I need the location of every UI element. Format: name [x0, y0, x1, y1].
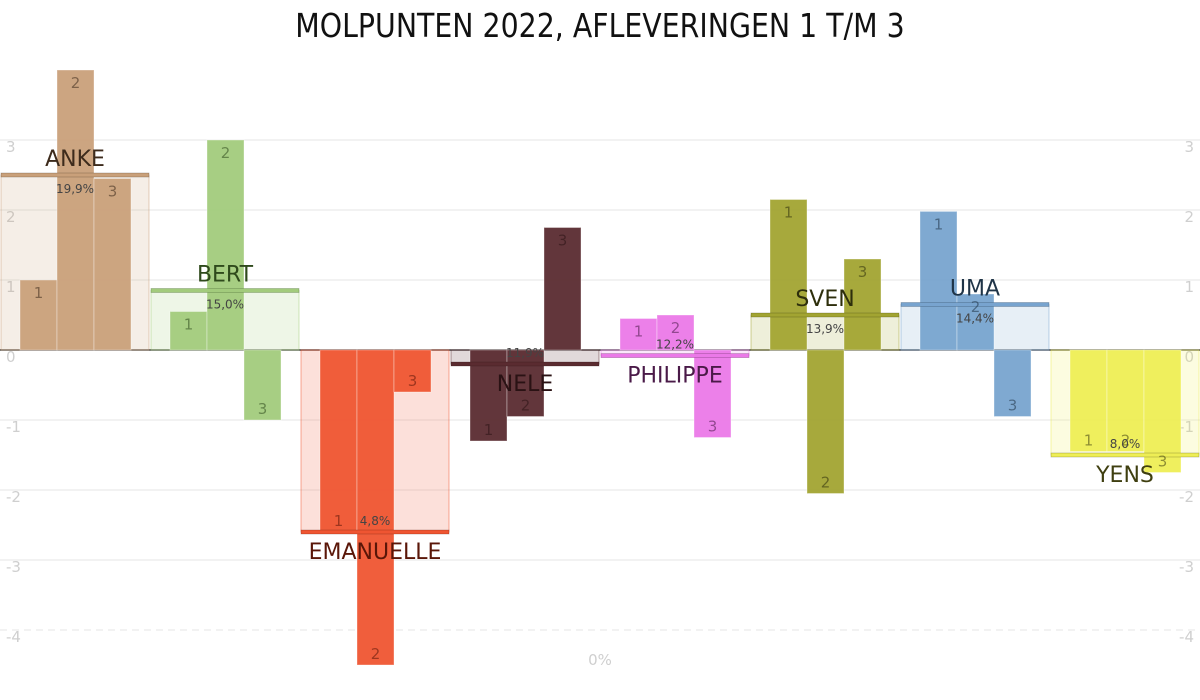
bar-emanuelle-ep1 [319, 349, 358, 533]
bar-emanuelle-ep2 [356, 349, 395, 666]
y-tick-label-right: -1 [1179, 418, 1194, 436]
y-tick-label-right: -4 [1179, 628, 1194, 646]
grid-layer: 3 32 21 10 0-1 -1-2 -2-3 -3-4 -4 [0, 138, 1200, 646]
average-line [600, 353, 750, 358]
bar-label: 2 [971, 298, 981, 316]
bar-philippe-ep1 [619, 318, 658, 351]
bar-label: 3 [1008, 397, 1018, 415]
bar-bert-ep2 [206, 139, 245, 351]
bar-yens-ep2 [1106, 349, 1145, 452]
bar-yens-ep3 [1143, 349, 1182, 473]
bar-label: 1 [34, 284, 44, 302]
bar-sven-ep2 [806, 349, 845, 494]
contestant-name: ANKE [45, 147, 105, 172]
bar-sven-ep1 [769, 199, 808, 351]
y-tick-label-right: 1 [1184, 278, 1194, 296]
bar-label: 2 [821, 474, 831, 492]
bar-label: 2 [221, 144, 231, 162]
contestant-name: NELE [497, 372, 554, 397]
bar-label: 1 [634, 323, 644, 341]
y-tick-label-left: 0 [6, 348, 16, 366]
bar-label: 3 [258, 400, 268, 418]
percentage-label: 19,9% [56, 182, 94, 196]
y-tick-label-right: 3 [1184, 138, 1194, 156]
y-tick-label-left: 2 [6, 208, 16, 226]
contestant-name: UMA [950, 277, 1000, 302]
contestant-name: PHILIPPE [627, 364, 722, 389]
bar-anke-ep1 [19, 279, 58, 351]
average-line [150, 288, 300, 293]
bar-label: 3 [1158, 453, 1168, 471]
bars-layer [0, 69, 1200, 666]
bar-label: 2 [521, 397, 531, 415]
bar-philippe-ep3 [693, 349, 732, 438]
average-line [300, 529, 450, 535]
contestant-name: SVEN [795, 287, 854, 312]
bar-uma-ep1 [919, 210, 958, 351]
bar-label: 2 [671, 319, 681, 337]
chart-title: MOLPUNTEN 2022, AFLEVERINGEN 1 T/M 3 [295, 6, 905, 45]
bar-label: 1 [934, 215, 944, 233]
percentage-label: 13,9% [806, 322, 844, 336]
bar-label: 1 [334, 512, 344, 530]
contestant-name: BERT [197, 263, 254, 288]
y-tick-label-left: 3 [6, 138, 16, 156]
bar-label: 3 [108, 183, 118, 201]
bar-label: 1 [484, 421, 494, 439]
y-tick-label-left: -4 [6, 628, 21, 646]
percentage-label: 8,0% [1110, 437, 1141, 451]
y-tick-label-left: -1 [6, 418, 21, 436]
bar-bert-ep1 [169, 311, 208, 351]
y-tick-label-right: 2 [1184, 208, 1194, 226]
bar-label: 3 [408, 372, 418, 390]
bar-anke-ep2 [56, 69, 95, 351]
bar-label: 2 [371, 645, 381, 663]
bar-nele-ep2 [506, 349, 545, 417]
average-line [450, 361, 600, 367]
average-line [0, 172, 150, 178]
y-tick-label-left: 1 [6, 278, 16, 296]
bar-uma-ep3 [993, 349, 1032, 417]
percentage-label: 14,4% [956, 312, 994, 326]
contestant-name: EMANUELLE [309, 540, 442, 565]
bar-emanuelle-ep3 [393, 349, 432, 393]
y-tick-label-right: 0 [1184, 348, 1194, 366]
contestant-name: YENS [1095, 463, 1154, 488]
average-line [900, 302, 1050, 307]
percentage-label: 12,2% [656, 338, 694, 352]
y-tick-label-left: -3 [6, 558, 21, 576]
bar-nele-ep3 [543, 227, 582, 351]
bar-philippe-ep2 [656, 314, 695, 351]
bar-label: 3 [708, 418, 718, 436]
y-tick-label-right: -3 [1179, 558, 1194, 576]
bar-label: 3 [558, 232, 568, 250]
bar-label: 2 [71, 74, 81, 92]
bar-bert-ep3 [243, 349, 282, 421]
average-line [750, 312, 900, 318]
bar-label: 1 [184, 316, 194, 334]
bar-label: 1 [1084, 432, 1094, 450]
percentage-label: 15,0% [206, 298, 244, 312]
bar-sven-ep3 [843, 258, 882, 351]
y-tick-label-left: -2 [6, 488, 21, 506]
percentage-label: 4,8% [360, 514, 391, 528]
y-tick-label-right: -2 [1179, 488, 1194, 506]
bottom-axis-label: 0% [588, 651, 612, 669]
bar-label: 2 [1121, 432, 1131, 450]
bar-label: 3 [858, 263, 868, 281]
average-line [1050, 452, 1200, 458]
labels-layer: 1 2 3 19,9% ANKE 1 2 3 15,0% BERT 1 2 3 4,8% EMANUELLE… [34, 74, 1168, 663]
percentage-label: 11,9% [506, 346, 544, 360]
bar-anke-ep3 [93, 178, 132, 351]
bar-label: 1 [784, 204, 794, 222]
